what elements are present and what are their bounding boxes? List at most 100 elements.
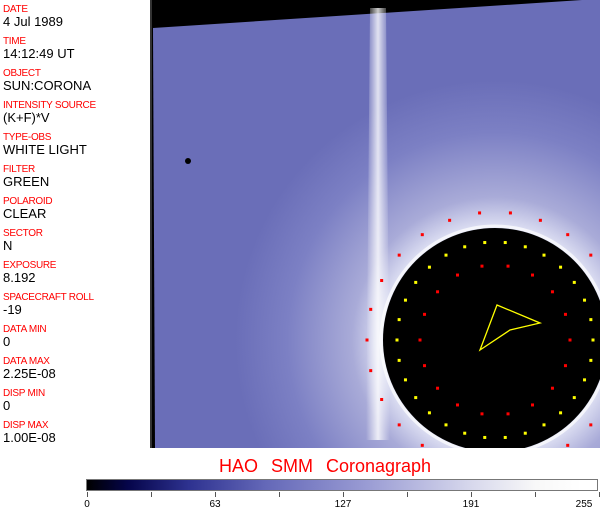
marker-dot: [397, 423, 401, 427]
field-object: OBJECT SUN:CORONA: [3, 68, 91, 93]
field-label: DATE: [3, 4, 28, 15]
field-label: POLAROID: [3, 196, 53, 207]
marker-dot: [523, 431, 527, 435]
colorbar-tick: [471, 492, 472, 497]
colorbar-tick-label: 191: [462, 499, 480, 510]
marker-dot: [531, 273, 534, 277]
marker-dot: [503, 435, 507, 439]
marker-dot: [397, 318, 401, 322]
marker-dot: [403, 378, 407, 382]
marker-dot: [583, 378, 587, 382]
marker-dot: [456, 273, 459, 277]
field-label: DISP MIN: [3, 388, 45, 399]
field-type-obs: TYPE-OBS WHITE LIGHT: [3, 132, 87, 157]
marker-dot: [427, 411, 431, 415]
marker-dot: [506, 412, 510, 416]
field-sector: SECTOR N: [3, 228, 43, 253]
field-filter: FILTER GREEN: [3, 164, 49, 189]
marker-dot: [418, 338, 422, 342]
marker-dot: [506, 264, 510, 268]
field-value: WHITE LIGHT: [3, 142, 87, 157]
marker-dot: [589, 253, 593, 257]
field-exposure: EXPOSURE 8.192: [3, 260, 56, 285]
marker-dot: [583, 298, 587, 302]
marker-dot: [436, 290, 440, 294]
header-info-panel: DATE 4 Jul 1989 TIME 14:12:49 UT OBJECT SUN:C…: [0, 0, 152, 448]
field-label: FILTER: [3, 164, 35, 175]
field-label: INTENSITY SOURCE: [3, 100, 96, 111]
field-value: 14:12:49 UT: [3, 46, 75, 61]
marker-dot: [456, 403, 459, 407]
marker-dot: [480, 412, 484, 416]
marker-dot: [563, 312, 567, 316]
marker-dot: [559, 411, 563, 415]
marker-dot: [503, 241, 507, 245]
field-disp-max: DISP MAX 1.00E-08: [3, 420, 56, 445]
colorbar-tick-label: 127: [334, 499, 352, 510]
marker-dot: [589, 358, 593, 362]
marker-dot: [423, 364, 427, 368]
colorbar-tick: [535, 492, 536, 497]
marker-dot: [463, 245, 467, 249]
field-label: DATA MIN: [3, 324, 47, 335]
field-spacecraft-roll: SPACECRAFT ROLL -19: [3, 292, 94, 317]
marker-dot: [397, 253, 401, 257]
marker-dot: [572, 280, 576, 284]
field-intensity-source: INTENSITY SOURCE (K+F)*V: [3, 100, 96, 125]
marker-dot: [369, 307, 373, 311]
colorbar-tick: [215, 492, 216, 497]
marker-dot: [542, 423, 546, 427]
marker-dot: [480, 264, 484, 268]
marker-dot: [427, 265, 431, 269]
field-label: SPACECRAFT ROLL: [3, 292, 94, 303]
field-value: 2.25E-08: [3, 366, 56, 381]
field-data-max: DATA MAX 2.25E-08: [3, 356, 56, 381]
colorbar-tick: [279, 492, 280, 497]
field-value: 1.00E-08: [3, 430, 56, 445]
marker-dot: [397, 358, 401, 362]
marker-dot: [448, 218, 452, 222]
field-date: DATE 4 Jul 1989: [3, 4, 63, 29]
colorbar-tick-label: 255: [575, 499, 593, 510]
coronagraph-image: [152, 0, 600, 448]
field-value: CLEAR: [3, 206, 47, 221]
marker-dot: [403, 298, 407, 302]
marker-dot: [380, 397, 384, 401]
marker-dot: [444, 253, 448, 257]
colorbar-tick-label: 0: [84, 499, 90, 510]
marker-dot: [436, 386, 440, 390]
marker-dot: [531, 403, 534, 407]
marker-dot: [414, 280, 418, 284]
marker-dot: [483, 435, 487, 439]
field-disp-min: DISP MIN 0: [3, 388, 45, 413]
field-label: DATA MAX: [3, 356, 50, 367]
marker-dot: [566, 443, 570, 447]
plot-title: HAO SMM Coronagraph: [218, 456, 432, 476]
field-value: 8.192: [3, 270, 36, 285]
marker-dot: [566, 233, 570, 237]
marker-dot: [572, 396, 576, 400]
marker-dot: [483, 241, 487, 245]
colorbar-tick: [343, 492, 344, 497]
marker-dot: [523, 245, 527, 249]
field-value: SUN:CORONA: [3, 78, 92, 93]
marker-dot: [463, 431, 467, 435]
marker-dot: [423, 312, 427, 316]
marker-dot: [591, 338, 595, 342]
marker-dot: [420, 443, 424, 447]
field-value: 0: [3, 398, 11, 413]
field-label: SECTOR: [3, 228, 43, 239]
marker-dot: [395, 338, 399, 342]
field-label: EXPOSURE: [3, 260, 57, 271]
marker-dot: [420, 233, 424, 237]
field-time: TIME 14:12:49 UT: [3, 36, 75, 61]
marker-dot: [542, 253, 546, 257]
marker-dot: [589, 318, 593, 322]
field-polaroid: POLAROID CLEAR: [3, 196, 53, 221]
field-data-min: DATA MIN 0: [3, 324, 47, 349]
field-value: 0: [3, 334, 11, 349]
marker-dot: [508, 211, 512, 215]
occulter: [383, 228, 600, 448]
field-label: DISP MAX: [3, 420, 49, 431]
colorbar-tick: [87, 492, 88, 497]
